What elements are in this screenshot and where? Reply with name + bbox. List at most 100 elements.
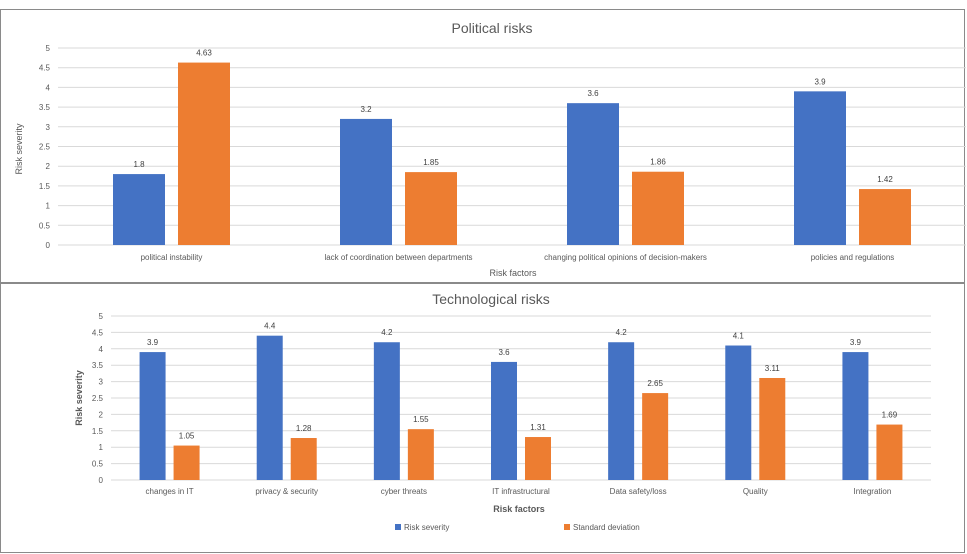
x-axis-title: Risk factors: [489, 268, 537, 278]
bar-standard-deviation: [859, 189, 911, 245]
data-label: 2.65: [647, 379, 663, 388]
data-label: 4.2: [616, 328, 628, 337]
y-tick-label: 4.5: [39, 64, 51, 73]
data-label: 3.9: [147, 338, 159, 347]
bar-standard-deviation: [876, 424, 903, 480]
y-axis-title: Risk severity: [74, 370, 84, 426]
data-label: 1.69: [882, 411, 898, 420]
x-category-label: Quality: [743, 487, 768, 496]
x-category-label: IT infrastructural: [492, 487, 550, 496]
technological-risks-chart: Technological risks Risk severity Risk f…: [0, 283, 965, 553]
x-axis-categories: changes in IT privacy & security cyber thr…: [146, 487, 892, 496]
y-tick-label: 3.5: [39, 103, 51, 112]
y-tick-label: 3: [99, 378, 104, 387]
legend-label-standard-deviation: Standard deviation: [573, 523, 640, 532]
y-tick-label: 0: [46, 241, 51, 250]
data-label: 3.6: [498, 348, 510, 357]
y-tick-label: 1.5: [92, 427, 104, 436]
y-axis-ticks: 0 0.5 1 1.5 2 2.5 3 3.5 4 4.5 5: [39, 44, 51, 250]
data-labels: 1.8 4.63 3.2 1.85 3.6 1.86 3.9 1.42: [133, 49, 893, 184]
y-tick-label: 3: [46, 123, 51, 132]
x-category-label: policies and regulations: [811, 253, 895, 262]
y-tick-label: 0.5: [39, 221, 51, 230]
political-risks-plot: Political risks Risk severity Risk facto…: [14, 20, 966, 278]
y-tick-label: 5: [46, 44, 51, 53]
data-label: 3.9: [850, 338, 862, 347]
data-label: 1.28: [296, 424, 312, 433]
y-tick-label: 4.5: [92, 328, 104, 337]
gridlines: [111, 315, 931, 481]
x-category-label: Integration: [854, 487, 892, 496]
bar-risk-severity: [256, 335, 283, 480]
legend-swatch-standard-deviation: [564, 524, 570, 530]
y-tick-label: 2: [46, 162, 51, 171]
legend: Risk severity Standard deviation: [395, 523, 640, 532]
bars: [139, 335, 903, 480]
bar-risk-severity: [113, 174, 165, 245]
x-category-label: changes in IT: [146, 487, 194, 496]
y-tick-label: 5: [99, 312, 104, 321]
chart-title: Political risks: [452, 20, 533, 36]
data-label: 4.4: [264, 322, 276, 331]
legend-swatch-risk-severity: [395, 524, 401, 530]
bar-risk-severity: [725, 345, 752, 480]
data-label: 4.2: [381, 328, 393, 337]
legend-label-risk-severity: Risk severity: [404, 523, 449, 532]
x-category-label: lack of coordination between departments: [324, 253, 472, 262]
data-label: 1.05: [179, 432, 195, 441]
data-label: 4.1: [733, 332, 745, 341]
bar-risk-severity: [373, 342, 400, 480]
bar-standard-deviation: [632, 171, 684, 245]
x-category-label: political instability: [141, 253, 203, 262]
data-label: 1.55: [413, 415, 429, 424]
bar-risk-severity: [608, 342, 635, 480]
x-category-label: cyber threats: [381, 487, 427, 496]
y-tick-label: 4: [46, 83, 51, 92]
y-tick-label: 0: [99, 476, 104, 485]
y-tick-label: 1: [99, 443, 104, 452]
political-risks-chart: Political risks Risk severity Risk facto…: [0, 9, 966, 283]
y-tick-label: 2.5: [92, 394, 104, 403]
bar-risk-severity: [491, 361, 517, 480]
data-label: 1.86: [650, 158, 666, 167]
x-category-label: Data safety/loss: [610, 487, 667, 496]
data-label: 1.85: [423, 158, 439, 167]
data-label: 3.9: [814, 77, 826, 86]
y-tick-label: 2.5: [39, 143, 51, 152]
bar-standard-deviation: [173, 445, 200, 480]
y-tick-label: 2: [99, 410, 104, 419]
bar-risk-severity: [139, 352, 166, 480]
data-label: 1.42: [877, 175, 893, 184]
data-labels: 3.9 1.05 4.4 1.28 4.2 1.55 3.6 1.31 4.2 2.65 4.1 3.…: [147, 322, 898, 441]
chart-title: Technological risks: [432, 291, 550, 307]
bar-risk-severity: [567, 103, 619, 245]
bar-standard-deviation: [759, 377, 786, 480]
bar-risk-severity: [842, 352, 869, 480]
x-category-label: privacy & security: [255, 487, 318, 496]
bar-standard-deviation: [525, 437, 551, 480]
bar-standard-deviation: [178, 62, 230, 245]
x-axis-categories: political instability lack of coordinatio…: [141, 253, 895, 262]
bar-standard-deviation: [407, 429, 434, 480]
data-label: 3.2: [360, 105, 372, 114]
y-tick-label: 3.5: [92, 361, 104, 370]
y-axis-ticks: 0 0.5 1 1.5 2 2.5 3 3.5 4 4.5 5: [92, 312, 104, 485]
y-tick-label: 0.5: [92, 460, 104, 469]
x-axis-title: Risk factors: [493, 504, 545, 514]
data-label: 4.63: [196, 49, 212, 58]
y-tick-label: 4: [99, 345, 104, 354]
data-label: 3.11: [765, 364, 781, 373]
bar-standard-deviation: [290, 438, 317, 480]
y-tick-label: 1: [46, 202, 51, 211]
bar-risk-severity: [794, 91, 846, 245]
y-axis-title: Risk severity: [14, 123, 24, 175]
x-category-label: changing political opinions of decision-…: [544, 253, 707, 262]
bars: [113, 62, 911, 245]
data-label: 1.8: [133, 160, 145, 169]
y-tick-label: 1.5: [39, 182, 51, 191]
bar-risk-severity: [340, 118, 392, 245]
bar-standard-deviation: [405, 172, 457, 245]
bar-standard-deviation: [642, 393, 669, 480]
data-label: 3.6: [587, 89, 599, 98]
data-label: 1.31: [530, 423, 546, 432]
